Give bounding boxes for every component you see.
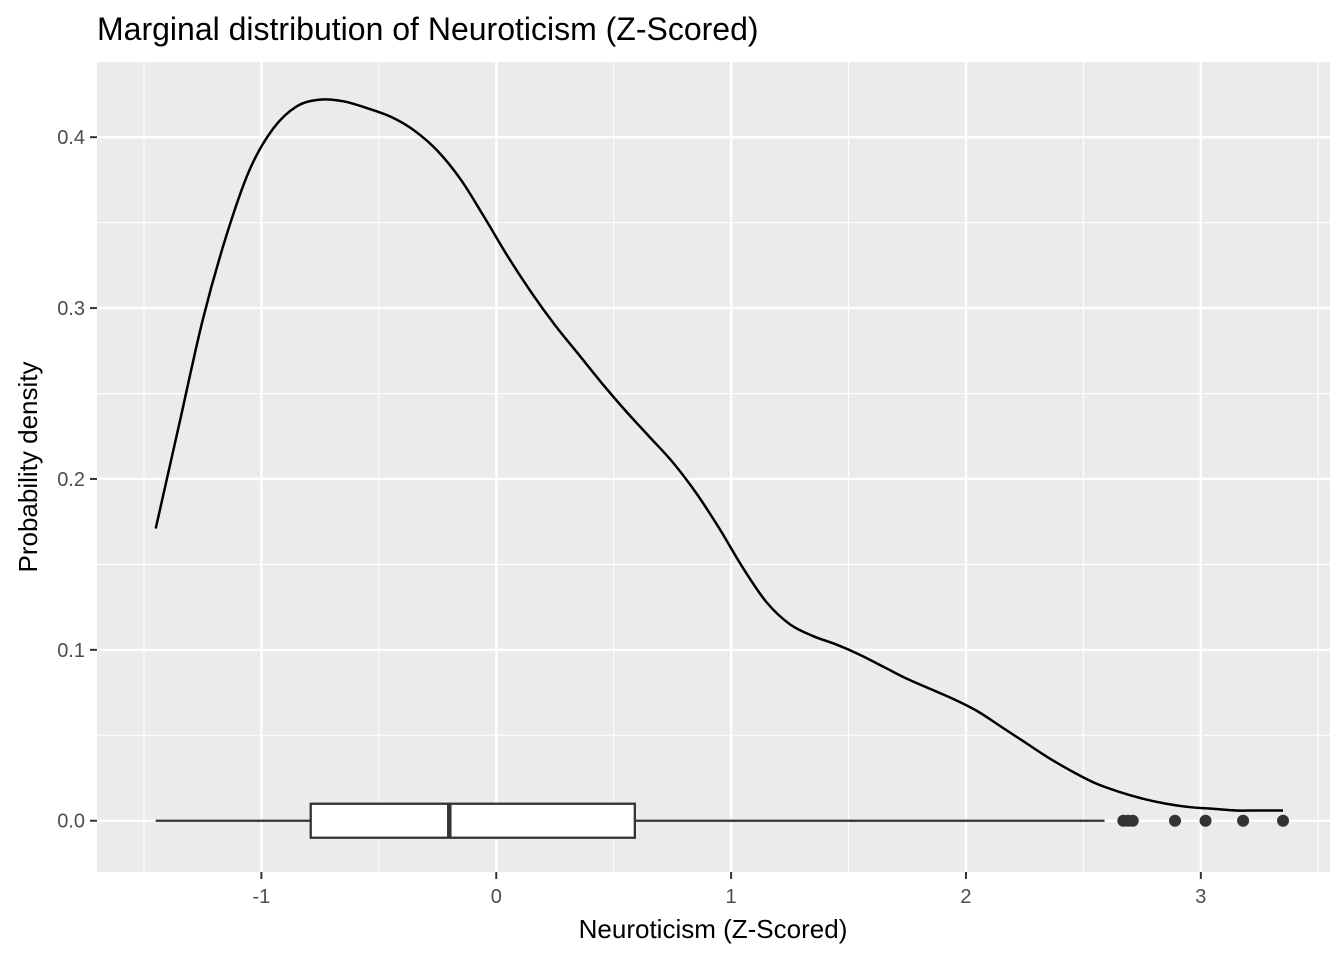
y-axis-title: Probability density	[13, 362, 43, 573]
outlier-point-6	[1277, 814, 1290, 827]
chart-title: Marginal distribution of Neuroticism (Z-…	[97, 11, 759, 47]
minor-gridlines	[97, 62, 1330, 872]
x-tick-label-3: 2	[960, 886, 971, 908]
x-tick-label-0: -1	[253, 886, 271, 908]
x-tick-label-1: 0	[491, 886, 502, 908]
x-tick-label-4: 3	[1195, 886, 1206, 908]
y-tick-label-4: 0.4	[57, 127, 85, 149]
x-axis-ticks: -1 0 1 2 3	[253, 872, 1206, 908]
outlier-point-5	[1237, 814, 1250, 827]
x-tick-label-2: 1	[726, 886, 737, 908]
outlier-point-2	[1126, 814, 1139, 827]
outlier-point-3	[1168, 814, 1181, 827]
boxplot	[155, 802, 1290, 839]
plot-panel	[97, 62, 1330, 872]
x-axis-title: Neuroticism (Z-Scored)	[579, 914, 848, 944]
outlier-point-4	[1199, 814, 1212, 827]
y-axis-ticks: 0.0 0.1 0.2 0.3 0.4	[57, 127, 97, 833]
y-tick-label-0: 0.0	[57, 811, 85, 833]
interquartile-box	[309, 802, 636, 839]
y-tick-label-1: 0.1	[57, 640, 85, 662]
density-curve	[154, 98, 1284, 812]
y-tick-label-2: 0.2	[57, 469, 85, 491]
y-tick-label-3: 0.3	[57, 298, 85, 320]
